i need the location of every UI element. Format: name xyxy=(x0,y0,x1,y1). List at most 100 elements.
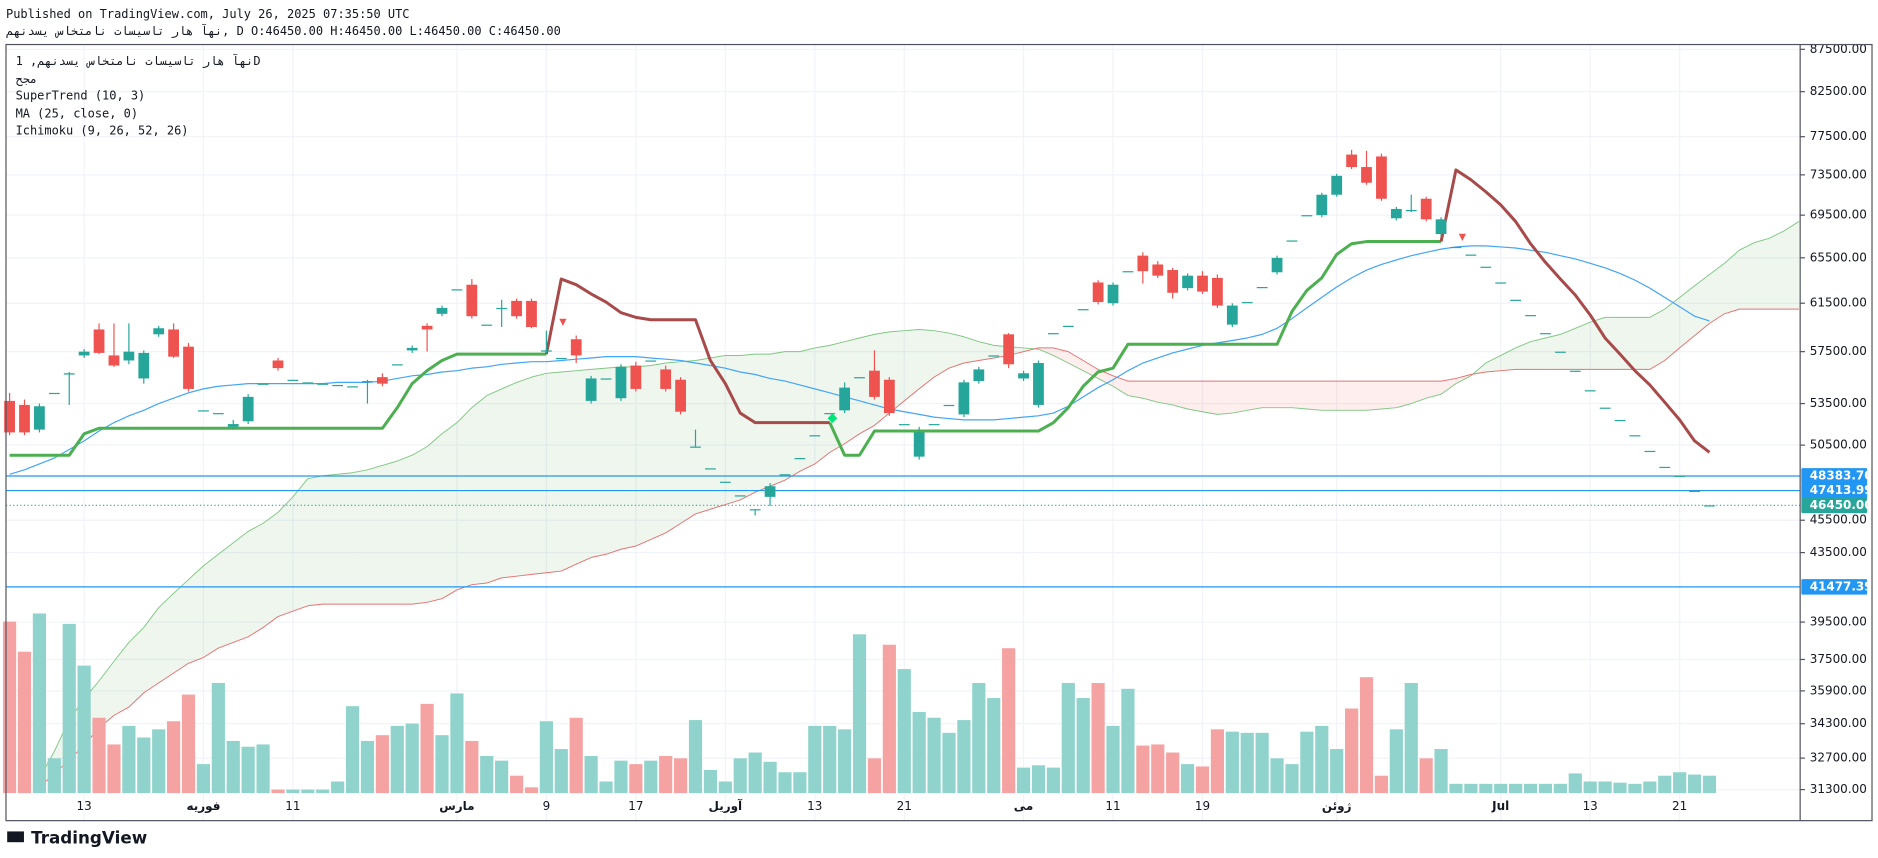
candle-body xyxy=(436,307,448,314)
candle-body xyxy=(376,377,388,384)
volume-bar xyxy=(405,723,419,794)
price-line-tag xyxy=(1801,482,1868,499)
volume-bar xyxy=(167,721,181,794)
sell-signal xyxy=(559,318,567,326)
candle-body xyxy=(719,481,731,483)
candle-body xyxy=(496,307,508,310)
y-tick-label: 65500.00 xyxy=(1810,250,1867,264)
candle-body xyxy=(779,474,791,476)
y-tick-label: 45500.00 xyxy=(1810,513,1867,527)
logo-mark xyxy=(7,831,24,843)
volume-bar xyxy=(1002,648,1016,794)
y-tick-label: 57500.00 xyxy=(1810,344,1867,358)
volume-bar xyxy=(450,693,464,794)
candle-body xyxy=(1062,325,1074,328)
cloud-fill xyxy=(1113,375,1128,396)
cloud-fill xyxy=(1381,381,1397,409)
volume-bar xyxy=(1628,783,1642,794)
volume-bar xyxy=(509,775,524,794)
cloud-fill xyxy=(1068,351,1084,371)
candle-body xyxy=(526,300,537,328)
cloud-fill xyxy=(1217,381,1233,415)
cloud-fill xyxy=(650,363,666,540)
y-tick-label: 43500.00 xyxy=(1810,545,1867,559)
candle-body xyxy=(1420,198,1432,220)
cloud-fill xyxy=(1262,381,1278,408)
volume-bar xyxy=(629,764,643,794)
cloud-fill xyxy=(814,345,830,464)
cloud-fill xyxy=(963,336,979,364)
candle-body xyxy=(1435,219,1447,235)
cloud-fill xyxy=(501,382,517,578)
candle-body xyxy=(541,350,552,352)
candle-body xyxy=(1152,264,1164,276)
volume-bar xyxy=(77,665,91,794)
cloud-fill xyxy=(1247,381,1263,411)
candle-body xyxy=(1346,154,1357,168)
candle-body xyxy=(749,509,761,511)
cloud-fill xyxy=(1426,381,1442,399)
candle-body xyxy=(198,410,209,412)
cloud-fill xyxy=(188,565,204,664)
volume-bar xyxy=(539,721,553,794)
volume-bar xyxy=(599,781,613,794)
x-tick-label: 21 xyxy=(897,799,912,813)
x-tick-label: 13 xyxy=(77,799,92,813)
y-tick-label: 77500.00 xyxy=(1810,129,1867,143)
cloud-fill xyxy=(456,407,472,590)
cloud-fill xyxy=(1157,381,1173,405)
volume-bar xyxy=(1031,765,1046,794)
candle-body xyxy=(1614,419,1626,422)
candle-body xyxy=(570,339,582,356)
cloud-fill xyxy=(412,446,428,605)
volume-bar xyxy=(1404,682,1418,794)
cloud-fill xyxy=(1441,378,1456,395)
y-tick-label: 87500.00 xyxy=(1810,42,1867,56)
cloud-fill xyxy=(1560,328,1576,370)
cloud-fill xyxy=(1754,238,1770,310)
cloud-fill xyxy=(1127,381,1143,399)
x-tick-label: 19 xyxy=(1195,799,1210,813)
x-tick-label: 9 xyxy=(543,799,551,813)
cloud-fill xyxy=(1664,297,1680,361)
volume-bar xyxy=(331,781,345,794)
candle-body xyxy=(958,382,970,415)
volume-bar xyxy=(420,703,434,794)
cloud-fill xyxy=(561,370,577,572)
candle-body xyxy=(257,383,269,385)
cloud-fill xyxy=(1202,381,1218,415)
y-tick-label: 37500.00 xyxy=(1810,652,1867,666)
volume-bar xyxy=(1494,783,1508,794)
x-tick-label: ژوئن xyxy=(1322,799,1352,814)
volume-bar xyxy=(465,740,479,794)
cloud-fill xyxy=(1351,381,1367,411)
volume-bar xyxy=(181,694,196,794)
candle-body xyxy=(1405,209,1417,212)
candle-body xyxy=(93,329,105,353)
candle-body xyxy=(1599,407,1611,409)
candle-body xyxy=(898,424,910,426)
volume-bar xyxy=(1345,708,1359,794)
candle-body xyxy=(1465,254,1477,256)
price-line-tag xyxy=(1801,468,1868,484)
cloud-fill xyxy=(352,469,368,605)
cloud-fill xyxy=(531,373,547,575)
candle-body xyxy=(212,413,224,415)
candle-body xyxy=(600,378,612,380)
cloud-fill xyxy=(844,338,860,444)
volume-bar xyxy=(271,789,285,794)
volume-bar xyxy=(1553,783,1567,794)
cloud-fill xyxy=(919,329,935,389)
volume-bar xyxy=(1285,764,1299,794)
ichimoku-span-b xyxy=(39,308,1799,788)
candle-body xyxy=(168,329,179,357)
cloud-fill xyxy=(1396,381,1412,408)
candle-body xyxy=(585,378,597,401)
cloud-fill xyxy=(1232,381,1248,414)
volume-bar xyxy=(867,758,882,794)
candle-body xyxy=(511,300,522,317)
candle-body xyxy=(1301,215,1313,217)
y-tick-label: 61500.00 xyxy=(1810,296,1867,310)
cloud-fill xyxy=(1649,309,1665,370)
candle-body xyxy=(1554,351,1566,353)
